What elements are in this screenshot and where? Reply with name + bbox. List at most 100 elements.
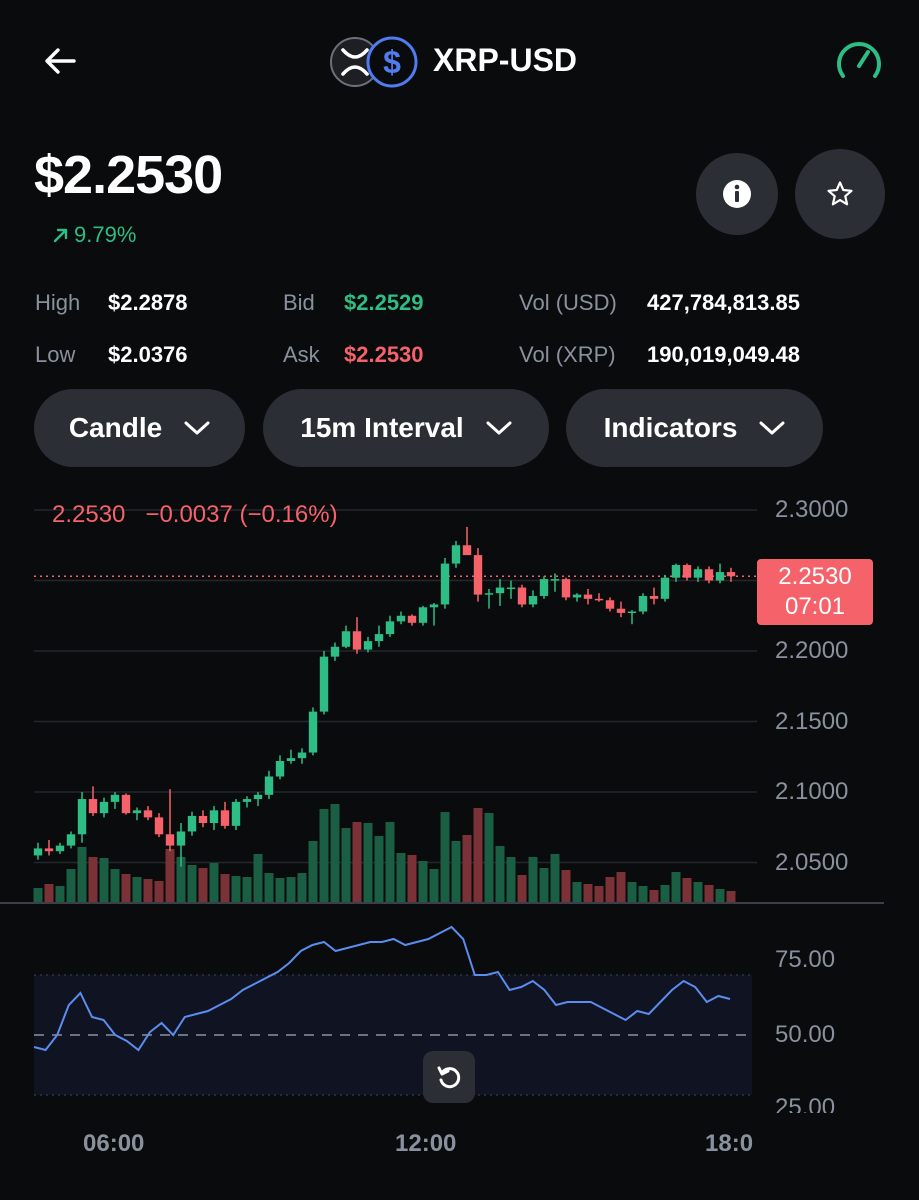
candle xyxy=(583,588,593,605)
candle xyxy=(55,842,65,855)
price-change-percent: 9.79% xyxy=(74,222,137,247)
candle xyxy=(330,642,340,661)
volume-bar xyxy=(671,872,681,902)
candle xyxy=(594,593,604,602)
volume-bar xyxy=(264,873,274,902)
volume-bar xyxy=(462,835,472,902)
candle xyxy=(319,651,329,715)
candle xyxy=(550,573,560,592)
watchlist-star-button[interactable] xyxy=(795,149,885,239)
info-button[interactable] xyxy=(696,153,778,235)
candle xyxy=(385,615,395,637)
arrow-left-icon[interactable] xyxy=(40,42,80,82)
current-price-tag-countdown: 07:01 xyxy=(784,593,846,620)
vol-usd-value: 427,784,813.85 xyxy=(647,290,800,315)
price-axis-tick: 2.1000 xyxy=(775,778,849,805)
volume-bar xyxy=(704,885,714,902)
interval-dropdown[interactable]: 15m Interval xyxy=(263,389,549,467)
volume-bar xyxy=(583,884,593,902)
volume-bar xyxy=(99,858,109,902)
low-value: $2.0376 xyxy=(108,342,188,367)
candle xyxy=(627,610,637,625)
volume-bar xyxy=(616,872,626,902)
volume-bar xyxy=(33,888,43,902)
volume-bar xyxy=(330,804,340,902)
candle xyxy=(616,601,626,618)
volume-bar xyxy=(517,875,527,902)
chart-readout: 2.2530 −0.0037 (−0.16%) xyxy=(52,501,338,529)
candle xyxy=(165,789,175,852)
volume-bar xyxy=(495,846,505,902)
star-icon xyxy=(827,181,853,206)
time-axis-tick: 18:0 xyxy=(705,1130,754,1157)
reset-icon xyxy=(437,1066,461,1089)
candle xyxy=(286,749,296,764)
volume-bar xyxy=(55,886,65,902)
rsi-band xyxy=(34,975,752,1095)
candle xyxy=(726,567,736,582)
readout-change-pct: (−0.16%) xyxy=(239,501,338,528)
volume-bar xyxy=(66,869,76,902)
rsi-axis-tick: 50.00 xyxy=(775,1021,836,1048)
svg-text:$: $ xyxy=(383,44,401,80)
rsi-axis-tick: 25.00 xyxy=(775,1094,836,1113)
candle xyxy=(77,792,87,843)
reset-zoom-button[interactable] xyxy=(423,1051,475,1103)
price-axis-tick: 2.3000 xyxy=(775,496,849,523)
speedometer-icon[interactable] xyxy=(834,38,884,82)
volume-bar xyxy=(440,812,450,902)
chart-type-dropdown[interactable]: Candle xyxy=(34,389,245,467)
price-axis-tick: 2.0500 xyxy=(775,848,849,876)
candle xyxy=(253,792,263,807)
volume-bar xyxy=(176,857,186,902)
candle xyxy=(396,611,406,625)
interval-label: 15m Interval xyxy=(300,412,464,443)
candle xyxy=(275,755,285,780)
candle xyxy=(671,563,681,582)
usd-coin-icon: $ xyxy=(366,36,418,88)
candle xyxy=(506,580,516,599)
candle xyxy=(660,574,670,602)
arrow-up-right-icon xyxy=(53,228,68,243)
volume-bar xyxy=(660,885,670,902)
candle xyxy=(308,707,318,756)
candle xyxy=(88,786,98,816)
volume-bar xyxy=(374,836,384,902)
current-price-tag: 2.2530 07:01 xyxy=(757,559,873,625)
candle xyxy=(110,792,120,809)
candlestick-chart[interactable] xyxy=(0,480,919,1200)
candle xyxy=(649,587,659,605)
current-price: $2.2530 xyxy=(34,145,223,205)
volume-bar xyxy=(121,874,131,902)
volume-bar xyxy=(726,891,736,902)
candle xyxy=(341,625,351,649)
volume-bar xyxy=(429,869,439,902)
candle xyxy=(693,566,703,582)
candle xyxy=(242,796,252,808)
volume-bar xyxy=(132,877,142,902)
candle xyxy=(352,617,362,654)
ask-value: $2.2530 xyxy=(344,342,424,367)
candle xyxy=(715,563,725,584)
candle xyxy=(66,831,76,849)
candle xyxy=(187,811,197,836)
candle xyxy=(495,579,505,606)
volume-bar xyxy=(715,889,725,902)
current-price-tag-price: 2.2530 xyxy=(778,563,852,590)
high-label: High xyxy=(35,290,81,315)
candle xyxy=(176,823,186,867)
volume-bar xyxy=(693,882,703,902)
candle xyxy=(605,597,615,612)
time-axis-tick: 12:00 xyxy=(395,1130,457,1157)
indicators-dropdown[interactable]: Indicators xyxy=(566,389,823,467)
candle xyxy=(374,625,384,647)
volume-bar xyxy=(385,822,395,902)
volume-bar xyxy=(187,865,197,902)
candle xyxy=(638,593,648,615)
volume-bar xyxy=(352,822,362,902)
volume-bar xyxy=(649,890,659,902)
volume-bar xyxy=(605,877,615,902)
candle xyxy=(572,593,582,602)
candle xyxy=(528,590,538,608)
volume-bar xyxy=(572,882,582,902)
